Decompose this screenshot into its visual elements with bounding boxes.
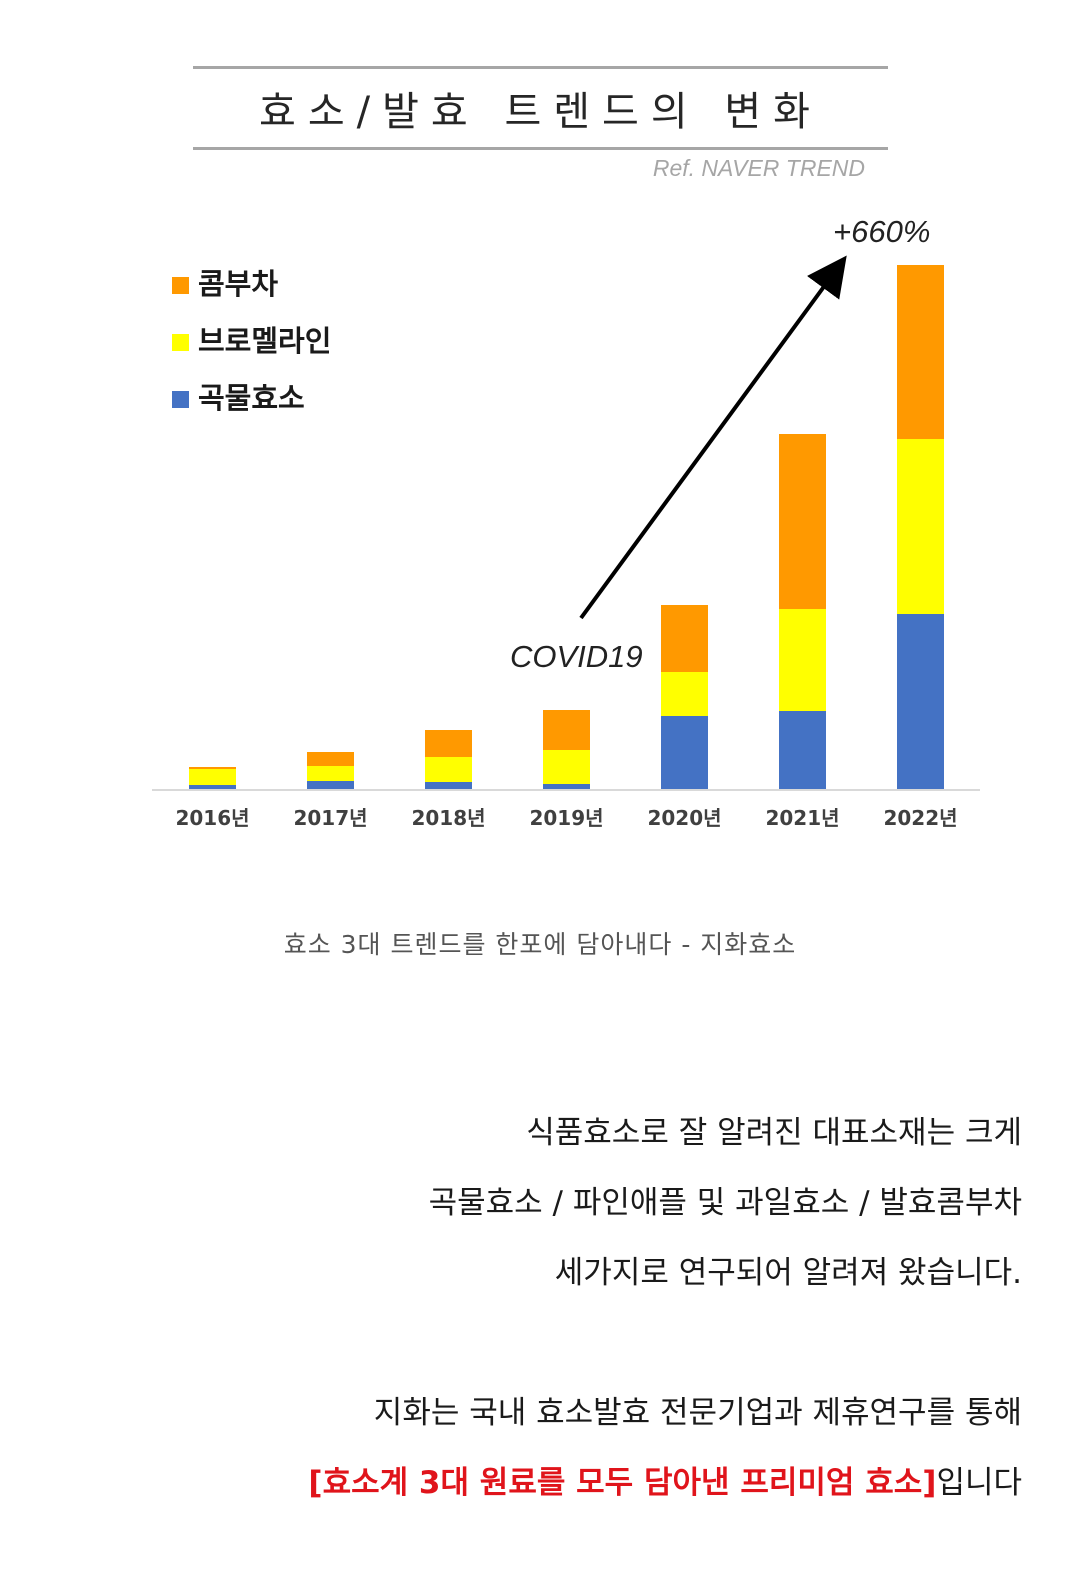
bar-2021년-콤부차 [779,434,826,609]
trend-arrow [579,255,847,620]
x-tick-label: 2019년 [529,806,603,830]
chart-title: 효소/발효 트렌드의 변화 [259,89,822,135]
bar-2019년-콤부차 [543,710,590,750]
bar-2021년-곡물효소 [779,711,826,789]
x-tick-label: 2018년 [411,806,485,830]
legend-label: 콤부차 [198,267,278,301]
annotation-growth: +660% [833,214,930,249]
bar-2019년-브로멜라인 [543,750,590,784]
bar-2021년-브로멜라인 [779,609,826,711]
legend-label: 브로멜라인 [198,324,331,358]
x-tick-label: 2020년 [647,806,721,830]
paragraph2-line1: 지화는 국내 효소발효 전문기업과 제휴연구를 통해 [373,1395,1022,1431]
bar-2022년-브로멜라인 [897,439,944,614]
paragraph2-line2: [효소계 3대 원료를 모두 담아낸 프리미엄 효소]입니다 [308,1455,1022,1525]
title-banner: 효소/발효 트렌드의 변화 [193,66,888,150]
bar-2016년-곡물효소 [189,785,236,789]
reference-note: Ref. NAVER TREND [652,155,865,181]
x-tick-label: 2021년 [765,806,839,830]
bar-2017년-브로멜라인 [307,766,354,781]
bar-2016년-콤부차 [189,767,236,769]
paragraph1-line1: 식품효소로 잘 알려진 대표소재는 크게 [526,1115,1022,1151]
x-tick-label: 2022년 [883,806,957,830]
legend-swatch-브로멜라인 [172,334,189,351]
legend-label: 곡물효소 [198,381,305,415]
legend-swatch-곡물효소 [172,391,189,408]
highlight-text: [효소계 3대 원료를 모두 담아낸 프리미엄 효소] [308,1465,937,1501]
bar-2019년-곡물효소 [543,784,590,789]
bar-2018년-곡물효소 [425,782,472,789]
x-tick-label: 2016년 [175,806,249,830]
paragraph1-line2: 곡물효소 / 파인애플 및 과일효소 / 발효콤부차 [428,1185,1022,1221]
suffix-text: 입니다 [936,1465,1022,1501]
chart-caption: 효소 3대 트렌드를 한포에 담아내다 - 지화효소 [283,930,797,959]
bar-2020년-곡물효소 [661,716,708,789]
bar-2022년-콤부차 [897,265,944,439]
bar-2020년-콤부차 [661,605,708,672]
bar-2022년-곡물효소 [897,614,944,789]
bar-2018년-브로멜라인 [425,757,472,782]
description-text: 식품효소로 잘 알려진 대표소재는 크게 곡물효소 / 파인애플 및 과일효소 … [308,1105,1022,1525]
legend-swatch-콤부차 [172,277,189,294]
bar-2018년-콤부차 [425,730,472,757]
bar-2016년-브로멜라인 [189,769,236,785]
annotation-covid: COVID19 [510,639,643,674]
bar-2017년-콤부차 [307,752,354,766]
bar-2017년-곡물효소 [307,781,354,789]
bar-2020년-브로멜라인 [661,672,708,716]
stacked-bar-chart: 2016년 2017년 2018년 2019년 2020년 2021년 2022년 콤부차브로… [152,214,980,830]
paragraph1-line3: 세가지로 연구되어 알려져 왔습니다. [554,1255,1022,1291]
x-tick-label: 2017년 [293,806,367,830]
